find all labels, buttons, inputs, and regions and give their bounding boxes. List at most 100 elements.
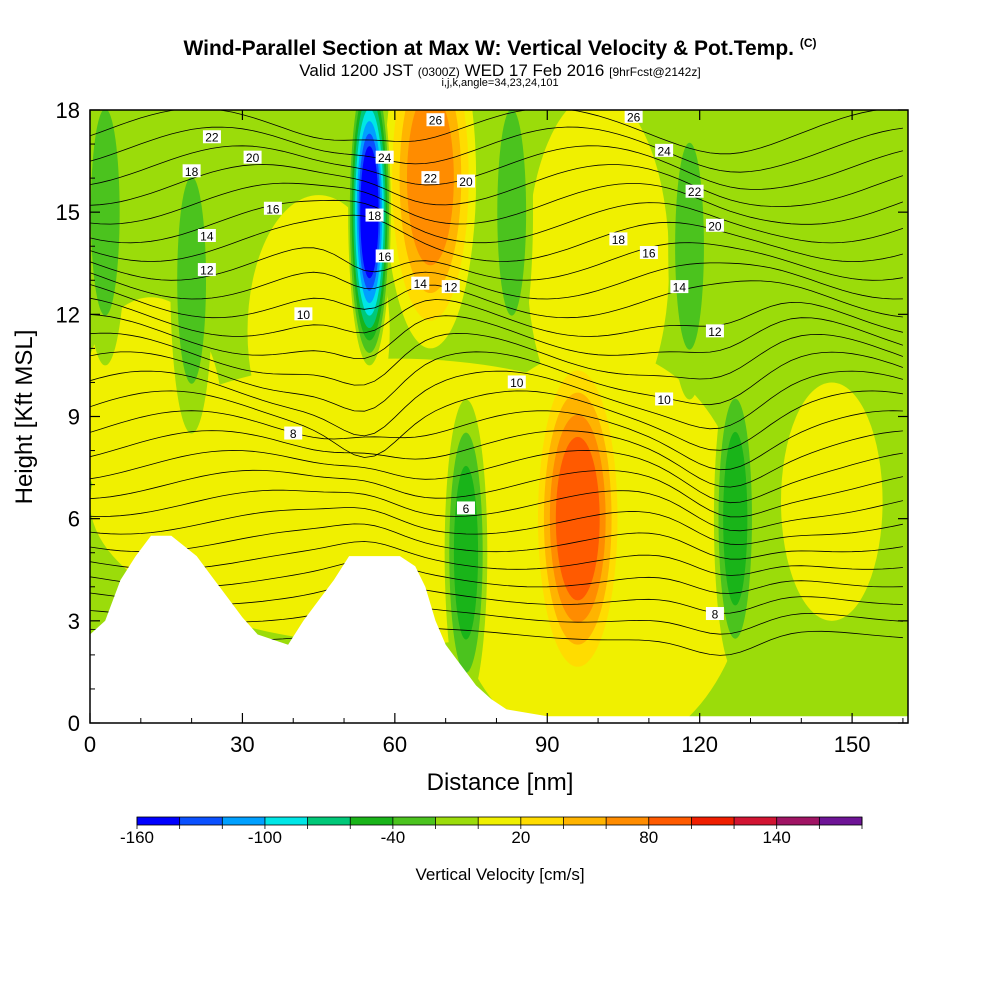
colorbar-swatch-12: [648, 817, 692, 825]
theta-contour-19: [90, 262, 903, 300]
theta-contour-18: [90, 280, 903, 319]
terrain-shape: [90, 535, 908, 723]
colorbar-swatch-9: [520, 817, 564, 825]
contour-label-box-5: [197, 263, 216, 277]
contour-label-box-24: [670, 280, 689, 294]
contour-label-box-10: [421, 171, 440, 185]
colorbar-label-1: -100: [248, 828, 282, 847]
x-tick-label-5: 150: [834, 732, 871, 757]
y-tick-label-1: 3: [68, 609, 80, 634]
title-text: Wind-Parallel Section at Max W: Vertical…: [183, 37, 794, 60]
chart-subtitle: Valid 1200 JST (0300Z) WED 17 Feb 2016 […: [0, 61, 1000, 81]
downdraft-5-level-1: [675, 142, 704, 350]
contour-label-1: 20: [246, 151, 260, 165]
theta-contour-22: [90, 199, 904, 244]
theta-contour-25: [90, 145, 904, 190]
chart-title: Wind-Parallel Section at Max W: Vertical…: [0, 36, 1000, 61]
contour-label-25: 12: [708, 325, 722, 339]
contour-label-box-21: [705, 218, 724, 232]
contour-labels: 22 20 18 16 14 12 10 8 26 24 22 20 18 16 14 12 10 6 26 24 22…: [182, 110, 724, 622]
colorbar-label-4: 80: [639, 828, 658, 847]
contour-label-12: 18: [368, 209, 382, 223]
contour-label-0: 22: [205, 131, 219, 145]
theta-contour-7: [90, 489, 903, 532]
contour-label-27: 8: [712, 608, 719, 622]
contour-label-5: 12: [200, 264, 214, 278]
colorbar-label-3: 20: [511, 828, 530, 847]
contour-label-26: 10: [657, 393, 671, 407]
contour-label-box-20: [685, 184, 704, 198]
y-axis-label: Height [Kft MSL]: [11, 330, 38, 505]
contour-label-14: 14: [414, 277, 428, 291]
contour-label-24: 14: [673, 281, 687, 295]
colorbar-swatch-10: [563, 817, 607, 825]
contour-label-17: 6: [463, 502, 470, 516]
contour-label-box-18: [624, 110, 643, 123]
contour-label-23: 16: [642, 247, 656, 261]
contour-label-box-1: [243, 150, 262, 164]
theta-contour-10: [90, 430, 903, 488]
colorbar-label: Vertical Velocity [cm/s]: [415, 865, 584, 884]
contour-label-box-7: [284, 426, 303, 440]
contour-label-19: 24: [657, 144, 671, 158]
contour-label-21: 20: [708, 219, 722, 233]
colorbar-swatch-7: [435, 817, 479, 825]
theta-contour-15: [90, 332, 904, 386]
velocity-field: [90, 110, 883, 723]
theta-contour-8: [90, 469, 903, 518]
contour-label-6: 10: [297, 308, 311, 322]
terrain: [90, 535, 908, 723]
x-axis-label: Distance [nm]: [427, 769, 574, 796]
y-tick-label-5: 15: [56, 200, 80, 225]
y-tick-label-3: 9: [68, 405, 80, 430]
colorbar-swatch-8: [478, 817, 522, 825]
contour-label-4: 14: [200, 230, 214, 244]
y-tick-label-2: 6: [68, 507, 80, 532]
contour-label-2: 18: [185, 165, 199, 179]
contour-label-16: 10: [510, 376, 524, 390]
x-tick-label-3: 90: [535, 732, 559, 757]
x-tick-label-4: 120: [681, 732, 718, 757]
updraft-background-3: [780, 382, 883, 621]
x-tick-label-1: 30: [230, 732, 254, 757]
contour-label-box-19: [655, 143, 674, 157]
contour-label-box-14: [411, 276, 430, 290]
y-tick-label-4: 12: [56, 302, 80, 327]
contour-label-box-15: [441, 280, 460, 294]
colorbar-swatch-14: [734, 817, 778, 825]
colorbar-label-2: -40: [381, 828, 406, 847]
theta-contour-4: [90, 541, 903, 576]
index-info: i,j,k,angle=34,23,24,101: [441, 77, 559, 89]
theta-contour-9: [90, 450, 903, 504]
updraft-1-level-3: [406, 110, 454, 266]
y-tick-label-6: 18: [56, 98, 80, 123]
copyright-mark: (C): [799, 36, 817, 50]
colorbar-label-5: 140: [763, 828, 791, 847]
contour-label-7: 8: [290, 427, 297, 441]
contour-label-box-2: [182, 164, 201, 178]
contour-label-box-27: [705, 607, 724, 621]
contour-label-9: 24: [378, 151, 392, 165]
colorbar-swatch-15: [776, 817, 820, 825]
x-tick-label-0: 0: [84, 732, 96, 757]
y-tick-label-0: 0: [68, 711, 80, 736]
colorbar: -160 -100 -40 20 80 140: [120, 816, 863, 847]
colorbar-swatch-5: [350, 817, 394, 825]
valid-date: WED 17 Feb 2016: [464, 61, 605, 80]
contour-label-13: 16: [378, 250, 392, 264]
valid-utc: (0300Z): [417, 65, 460, 79]
contour-label-10: 22: [424, 172, 438, 186]
colorbar-swatch-2: [222, 817, 266, 825]
theta-contour-20: [90, 242, 903, 281]
contour-label-box-11: [456, 174, 475, 188]
downdraft-4-level-1: [497, 110, 527, 316]
downdraft-8-level-1: [90, 110, 120, 316]
valid-time: Valid 1200 JST: [299, 61, 414, 80]
colorbar-swatch-6: [392, 817, 437, 825]
contour-label-3: 16: [266, 202, 280, 216]
theta-contour-23: [90, 182, 904, 225]
colorbar-swatch-0: [137, 817, 181, 825]
contour-label-box-8: [426, 113, 445, 127]
contour-label-box-16: [507, 375, 526, 389]
